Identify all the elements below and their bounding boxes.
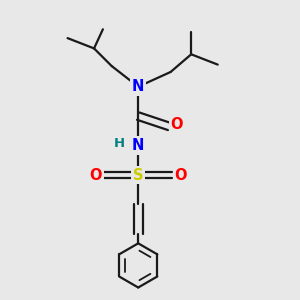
Text: O: O — [89, 167, 102, 182]
Text: O: O — [170, 117, 183, 132]
Text: N: N — [132, 138, 144, 153]
Text: S: S — [133, 167, 143, 182]
Text: O: O — [175, 167, 187, 182]
Text: H: H — [114, 137, 125, 150]
Text: N: N — [132, 79, 144, 94]
